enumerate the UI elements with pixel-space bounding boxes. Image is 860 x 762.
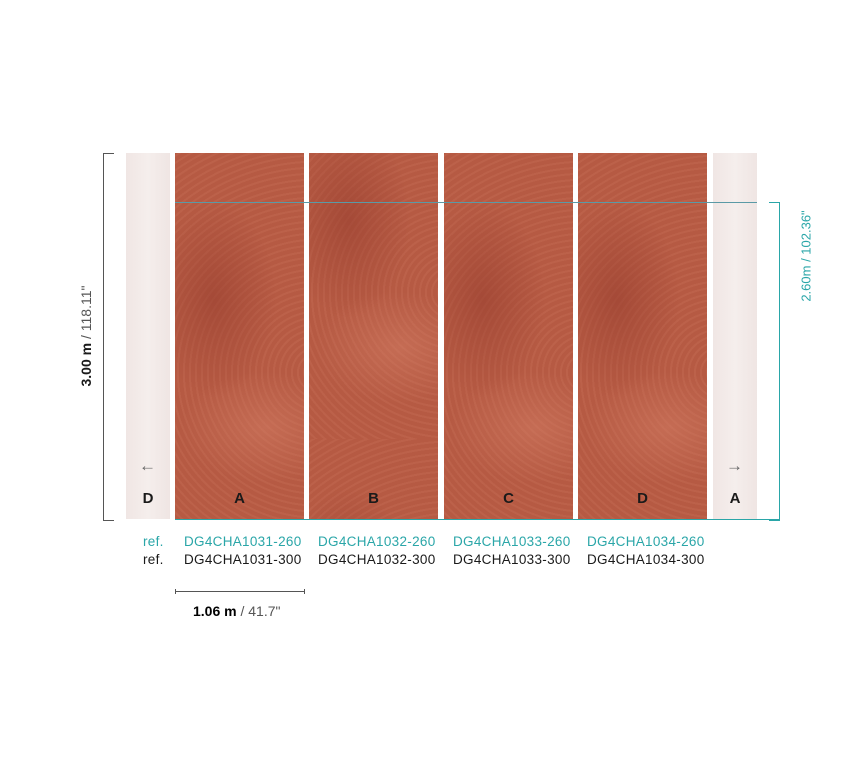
panel-letter: D [637,490,648,507]
panel-letter: A [234,490,245,507]
ref-label-260: ref. [143,534,164,549]
edge-letter-right: A [729,490,741,507]
height-bracket [103,153,114,521]
ref-260: DG4CHA1031-260 [184,534,302,549]
width-label: 1.06 m / 41.7" [193,603,280,619]
ref-260: DG4CHA1034-260 [587,534,705,549]
ref-300: DG4CHA1031-300 [184,552,302,567]
panel-c: C [444,153,573,519]
arrow-left-icon: ← [139,456,156,475]
ref-300: DG4CHA1034-300 [587,552,705,567]
width-imperial: / 41.7" [240,603,281,619]
panel-a: A [175,153,304,519]
panel-letter: C [503,490,514,507]
cut-line [175,202,757,203]
edge-panel-left: ← D [126,153,170,519]
width-scale-bar [175,589,305,594]
ref-260: DG4CHA1032-260 [318,534,436,549]
edge-letter-left: D [142,490,154,507]
panel-d: D [578,153,707,519]
panel-b: B [309,153,438,519]
arrow-right-icon: → [726,456,743,475]
ref-260: DG4CHA1033-260 [453,534,571,549]
ref-300: DG4CHA1032-300 [318,552,436,567]
inner-height-label: 2.60m / 102.36" [798,210,814,302]
width-metric: 1.06 m [193,603,237,619]
height-label: 3.00 m / 118.11" [78,286,94,387]
ref-label-300: ref. [143,552,164,567]
edge-panel-right: → A [713,153,757,519]
panel-letter: B [368,490,379,507]
ref-300: DG4CHA1033-300 [453,552,571,567]
inner-height-bottom-line [175,519,779,520]
height-imperial: / 118.11" [78,285,94,340]
inner-height-bracket [769,202,780,521]
height-metric: 3.00 m [78,342,94,387]
